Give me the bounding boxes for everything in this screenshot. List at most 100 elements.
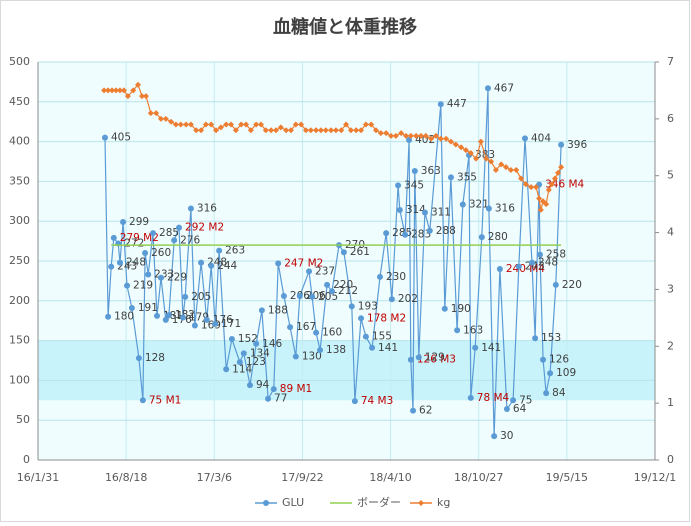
data-point bbox=[432, 132, 439, 139]
data-point bbox=[421, 209, 428, 216]
data-point bbox=[139, 397, 146, 404]
data-point bbox=[536, 251, 543, 258]
data-point bbox=[485, 205, 492, 212]
data-point bbox=[473, 155, 480, 162]
x-tick-label: 16/1/31 bbox=[17, 471, 59, 484]
data-label: 280 bbox=[488, 231, 508, 243]
data-point bbox=[228, 336, 235, 343]
data-point bbox=[351, 398, 358, 405]
data-point bbox=[287, 127, 294, 134]
data-point bbox=[177, 121, 184, 128]
data-label: 447 bbox=[447, 98, 467, 110]
data-point bbox=[551, 175, 558, 182]
data-point bbox=[258, 307, 265, 314]
data-label: 220 bbox=[562, 279, 582, 291]
data-label: 126 bbox=[549, 354, 569, 366]
data-point bbox=[223, 366, 230, 373]
data-point bbox=[228, 121, 235, 128]
data-label: 321 bbox=[469, 198, 489, 210]
data-point bbox=[298, 121, 305, 128]
data-label: 404 bbox=[531, 132, 551, 144]
data-point bbox=[162, 316, 169, 323]
data-point bbox=[287, 324, 294, 331]
data-label: 64 bbox=[513, 403, 527, 415]
data-label: 126 M3 bbox=[417, 354, 456, 366]
data-label: 188 bbox=[268, 304, 288, 316]
data-point bbox=[317, 127, 324, 134]
data-label: 240 M4 bbox=[506, 263, 545, 275]
y-tick-label: 500 bbox=[9, 55, 30, 68]
data-point bbox=[139, 93, 146, 100]
data-point bbox=[182, 293, 189, 300]
data-point bbox=[415, 354, 422, 361]
y-tick-label: 200 bbox=[9, 294, 30, 307]
data-point bbox=[176, 224, 183, 231]
y2-tick-label: 0 bbox=[667, 453, 674, 466]
y-tick-label: 150 bbox=[9, 334, 30, 347]
data-point bbox=[153, 110, 160, 117]
data-point bbox=[270, 386, 277, 393]
data-label: 163 bbox=[463, 324, 483, 336]
data-point bbox=[532, 335, 539, 342]
data-point bbox=[275, 260, 282, 267]
data-label: 229 bbox=[167, 272, 187, 284]
data-label: 205 bbox=[191, 291, 211, 303]
data-point bbox=[265, 395, 272, 402]
data-point bbox=[528, 184, 535, 191]
data-label: 78 M4 bbox=[477, 392, 510, 404]
data-point bbox=[447, 174, 454, 181]
data-label: 153 bbox=[541, 332, 561, 344]
data-point bbox=[417, 132, 424, 139]
data-label: 74 M3 bbox=[361, 395, 393, 407]
data-label: 141 bbox=[378, 342, 398, 354]
data-point bbox=[183, 121, 190, 128]
data-label: 134 bbox=[250, 347, 270, 359]
data-label: 355 bbox=[457, 171, 477, 183]
data-point bbox=[253, 340, 260, 347]
data-point bbox=[110, 234, 117, 241]
data-label: 155 bbox=[372, 331, 392, 343]
data-label: 178 M2 bbox=[367, 312, 406, 324]
data-label: 276 bbox=[180, 234, 200, 246]
data-point bbox=[168, 118, 175, 125]
data-point bbox=[198, 259, 205, 266]
data-point bbox=[247, 127, 254, 134]
data-point bbox=[202, 121, 209, 128]
data-label: 314 bbox=[406, 204, 426, 216]
data-point bbox=[277, 124, 284, 131]
data-point bbox=[472, 344, 479, 351]
data-point bbox=[203, 316, 210, 323]
y2-tick-label: 6 bbox=[667, 112, 674, 125]
data-point bbox=[396, 207, 403, 214]
data-label: 94 bbox=[256, 379, 270, 391]
y-tick-label: 50 bbox=[16, 413, 30, 426]
data-point bbox=[540, 356, 547, 363]
data-point bbox=[130, 87, 137, 94]
y2-tick-label: 5 bbox=[667, 169, 674, 182]
data-point bbox=[443, 135, 450, 142]
data-point bbox=[198, 127, 205, 134]
data-point bbox=[543, 201, 550, 208]
data-label: 311 bbox=[431, 206, 451, 218]
data-label: 272 bbox=[124, 237, 144, 249]
data-point bbox=[302, 127, 309, 134]
data-point bbox=[162, 115, 169, 122]
data-point bbox=[108, 263, 115, 270]
data-point bbox=[292, 353, 299, 360]
data-point bbox=[187, 205, 194, 212]
data-label: 190 bbox=[451, 303, 471, 315]
data-point bbox=[217, 124, 224, 131]
data-point bbox=[362, 121, 369, 128]
y2-tick-label: 3 bbox=[667, 282, 674, 295]
data-label: 220 bbox=[333, 279, 353, 291]
data-point bbox=[510, 397, 517, 404]
data-label: 130 bbox=[302, 351, 322, 363]
data-point bbox=[521, 135, 528, 142]
data-label: 230 bbox=[386, 271, 406, 283]
data-label: 363 bbox=[421, 165, 441, 177]
data-label: 30 bbox=[500, 430, 513, 442]
data-point bbox=[348, 303, 355, 310]
data-point bbox=[467, 149, 474, 156]
data-label: 346 M4 bbox=[545, 179, 584, 191]
data-label: 283 bbox=[411, 229, 431, 241]
